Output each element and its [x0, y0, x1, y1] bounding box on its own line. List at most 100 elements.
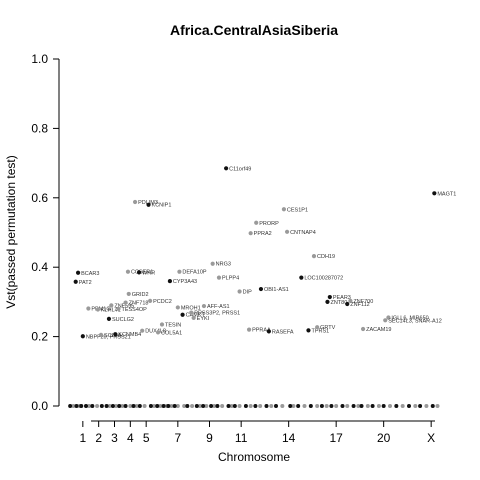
y-tick-label: 0.2 [31, 330, 48, 344]
data-point [216, 275, 222, 280]
baseline-point [248, 404, 253, 408]
baseline-point [407, 404, 411, 408]
baseline-point [161, 404, 166, 408]
baseline-point [280, 404, 285, 408]
baseline-point [370, 404, 375, 408]
x-tick-label: 17 [329, 431, 343, 445]
data-point [386, 315, 391, 320]
point-label: GRID2 [132, 292, 149, 298]
baseline-point [87, 404, 92, 408]
baseline-point [288, 404, 293, 408]
data-point [136, 270, 142, 275]
point-label: PCDC2 [153, 299, 172, 305]
point-label: TESS4OP [121, 307, 147, 313]
data-point [126, 291, 131, 297]
baseline-point [376, 404, 381, 408]
data-point [284, 229, 290, 234]
baseline-point [131, 404, 136, 408]
data-point [201, 303, 207, 309]
data-point [95, 307, 100, 312]
data-point [383, 318, 388, 323]
data-point [80, 334, 85, 339]
point-label: CAMKT [186, 313, 206, 319]
baseline-point [99, 404, 104, 408]
point-label: PLPP4 [222, 276, 239, 282]
y-tick-label: 0.8 [31, 121, 48, 135]
point-label: ZNF718 [129, 301, 149, 307]
baseline-point [212, 404, 217, 408]
point-label: C11orf49 [229, 166, 251, 172]
baseline-point [226, 404, 231, 408]
data-point [75, 270, 81, 275]
point-label: SEC14L3, SNAR-A12 [388, 318, 442, 324]
point-label: MROH1 [181, 305, 201, 311]
point-label: OBI1-AS1 [264, 287, 289, 293]
point-label: BCAR3 [81, 271, 99, 277]
point-label: SCL9A [104, 333, 122, 339]
point-label: TPRS1 [311, 328, 329, 334]
baseline-point [258, 404, 263, 408]
point-label: PAT2 [79, 280, 92, 286]
y-axis-label: Vst(passed permutation test) [4, 155, 18, 308]
baseline-point [137, 404, 142, 408]
chart-title: Africa.CentralAsiaSiberia [170, 22, 338, 38]
baseline-point [194, 404, 199, 408]
baseline-point [418, 404, 423, 408]
baseline-point [243, 404, 248, 408]
baseline-point [209, 404, 214, 408]
point-label: ZNT80 [330, 300, 347, 306]
baseline-point [148, 404, 153, 408]
baseline-point [269, 404, 274, 408]
data-point [246, 327, 252, 332]
point-label: PRORP [259, 221, 279, 227]
point-label: CNTNAP4 [290, 230, 316, 236]
x-tick-label: 3 [111, 431, 118, 445]
baseline-point [302, 404, 307, 408]
x-tick-label: 11 [235, 431, 248, 445]
point-label: KCNIP1 [152, 203, 172, 209]
baseline-point [128, 404, 133, 408]
baseline-point [365, 404, 370, 408]
data-point [132, 199, 138, 205]
point-label: NBPF20, PRSS21 [86, 334, 131, 340]
point-label: NRG3 [216, 262, 231, 268]
baseline-point [394, 404, 399, 408]
x-ticks: 1 2 3 4 5 7 9 11 14 17 20 X [79, 421, 435, 445]
point-label: PPRA2 [254, 231, 272, 237]
baseline-point [79, 404, 84, 408]
baseline-point [220, 404, 225, 408]
data-point [189, 310, 194, 315]
data-point [348, 298, 353, 303]
data-point [155, 330, 161, 335]
baseline-point [185, 404, 190, 408]
baseline-point [169, 404, 174, 408]
point-label: PPM1G [91, 306, 110, 312]
point-label: KLHL41 [101, 308, 121, 314]
baseline-point [430, 404, 435, 408]
baseline-point [424, 404, 429, 408]
point-label: ZNF595 [114, 303, 134, 309]
baseline-point [120, 404, 125, 408]
data-point [345, 301, 350, 307]
data-point [266, 329, 271, 334]
point-label: ZNF700 [353, 299, 373, 305]
data-point [180, 312, 185, 317]
x-tick-label: 5 [143, 431, 150, 445]
data-point [146, 202, 151, 207]
baseline-point [400, 404, 405, 408]
x-tick-label: 4 [127, 431, 134, 445]
baseline-point [107, 404, 112, 408]
baseline-point [95, 404, 100, 408]
data-point [148, 298, 153, 303]
baseline-point [351, 404, 356, 408]
point-label: WHR [142, 270, 155, 276]
baseline-point [123, 404, 128, 408]
baseline-point [381, 404, 386, 408]
point-label: MAGT1 [437, 191, 456, 197]
x-tick-label: 14 [282, 431, 296, 445]
baseline-point [182, 404, 187, 408]
baseline-point [142, 404, 147, 408]
baseline-point [435, 404, 440, 408]
baseline-point [166, 404, 171, 408]
